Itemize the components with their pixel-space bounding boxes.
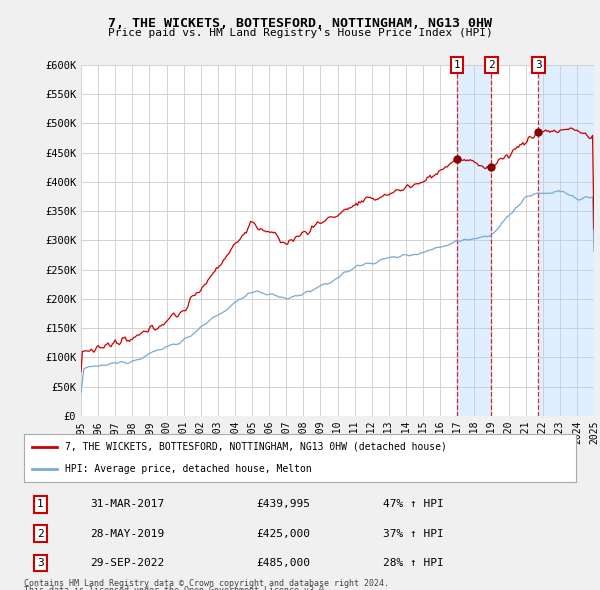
Text: £425,000: £425,000 <box>256 529 310 539</box>
Text: 37% ↑ HPI: 37% ↑ HPI <box>383 529 443 539</box>
Text: 28-MAY-2019: 28-MAY-2019 <box>90 529 164 539</box>
Text: 2: 2 <box>488 60 495 70</box>
Text: Price paid vs. HM Land Registry's House Price Index (HPI): Price paid vs. HM Land Registry's House … <box>107 28 493 38</box>
Text: 3: 3 <box>37 558 44 568</box>
Text: Contains HM Land Registry data © Crown copyright and database right 2024.: Contains HM Land Registry data © Crown c… <box>24 579 389 588</box>
Text: This data is licensed under the Open Government Licence v3.0.: This data is licensed under the Open Gov… <box>24 586 329 590</box>
Text: 7, THE WICKETS, BOTTESFORD, NOTTINGHAM, NG13 0HW: 7, THE WICKETS, BOTTESFORD, NOTTINGHAM, … <box>108 17 492 30</box>
Text: £485,000: £485,000 <box>256 558 310 568</box>
Text: 3: 3 <box>535 60 542 70</box>
Text: 31-MAR-2017: 31-MAR-2017 <box>90 500 164 509</box>
Text: 29-SEP-2022: 29-SEP-2022 <box>90 558 164 568</box>
Text: 1: 1 <box>37 500 44 509</box>
Text: 47% ↑ HPI: 47% ↑ HPI <box>383 500 443 509</box>
Text: 28% ↑ HPI: 28% ↑ HPI <box>383 558 443 568</box>
Text: 2: 2 <box>37 529 44 539</box>
Text: £439,995: £439,995 <box>256 500 310 509</box>
Bar <box>457 65 491 416</box>
Bar <box>538 65 594 416</box>
Text: 7, THE WICKETS, BOTTESFORD, NOTTINGHAM, NG13 0HW (detached house): 7, THE WICKETS, BOTTESFORD, NOTTINGHAM, … <box>65 442 447 452</box>
Text: 1: 1 <box>454 60 461 70</box>
Text: HPI: Average price, detached house, Melton: HPI: Average price, detached house, Melt… <box>65 464 312 474</box>
